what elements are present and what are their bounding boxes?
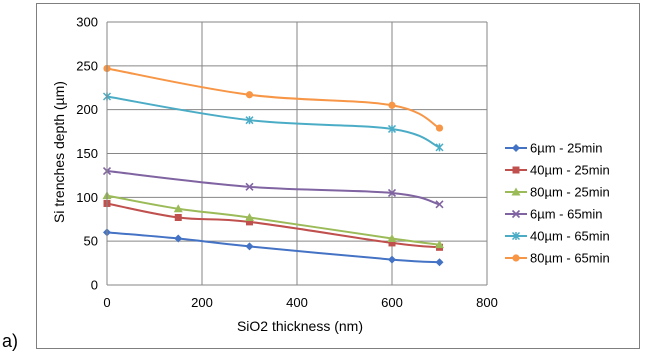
legend: 6µm - 25min 40µm - 25min 80µm - 25min 6µm -… — [505, 141, 610, 266]
legend-entry: 80µm - 25min — [505, 185, 610, 200]
legend-label: 40µm - 65min — [530, 229, 610, 244]
data-point — [245, 242, 254, 251]
series-line — [106, 95, 440, 149]
data-point — [435, 258, 444, 267]
legend-label: 6µm - 25min — [530, 141, 603, 156]
x-tick-label: 800 — [476, 295, 498, 310]
data-point — [245, 116, 254, 125]
legend-entry: 6µm - 65min — [505, 207, 603, 222]
y-tick-label: 250 — [76, 58, 98, 73]
data-point — [245, 212, 254, 221]
series-line — [106, 67, 441, 129]
data-point — [245, 91, 254, 99]
legend-entry: 40µm - 65min — [505, 229, 610, 244]
legend-marker — [511, 187, 521, 196]
y-tick-label: 100 — [76, 190, 98, 205]
series-6 — [103, 64, 444, 132]
data-point — [246, 218, 253, 226]
data-point — [435, 124, 444, 132]
x-axis-label: SiO2 thickness (nm) — [237, 318, 363, 334]
y-tick-label: 50 — [84, 234, 98, 249]
data-point — [174, 234, 183, 243]
legend-marker — [512, 254, 520, 262]
legend-marker — [512, 166, 520, 174]
data-point — [245, 182, 254, 191]
y-tick-label: 150 — [76, 146, 98, 161]
x-tick-label: 600 — [381, 295, 403, 310]
data-point — [174, 213, 182, 221]
legend-entry: 6µm - 25min — [505, 141, 603, 156]
legend-entry: 40µm - 25min — [505, 163, 610, 178]
legend-label: 6µm - 65min — [530, 207, 603, 222]
series-group — [102, 64, 444, 267]
chart-frame — [36, 3, 640, 349]
y-tick-label: 300 — [76, 15, 98, 30]
series-line — [106, 170, 440, 206]
x-tick-label: 0 — [103, 295, 110, 310]
legend-marker — [512, 144, 520, 152]
x-tick-label: 200 — [191, 295, 213, 310]
data-point — [173, 204, 183, 213]
data-point — [388, 101, 396, 109]
data-point — [387, 124, 397, 133]
y-axis-label: Si trenches depth (µm) — [51, 81, 67, 223]
data-point — [387, 234, 397, 243]
data-point — [435, 240, 444, 249]
y-tick-label: 0 — [91, 278, 98, 293]
grid-lines — [107, 21, 488, 285]
legend-label: 80µm - 65min — [530, 251, 610, 266]
legend-entry: 80µm - 65min — [505, 251, 610, 266]
axes: 0 50 100 150 200 250 300 0 200 400 600 800 — [76, 15, 498, 311]
legend-marker — [511, 209, 521, 219]
series-line — [106, 202, 440, 249]
series-line — [106, 231, 440, 264]
panel-label: a) — [2, 331, 19, 351]
data-point — [435, 143, 444, 152]
legend-marker — [511, 231, 521, 241]
series-3 — [102, 191, 444, 249]
legend-label: 80µm - 25min — [530, 185, 610, 200]
series-1 — [103, 228, 444, 267]
x-tick-label: 400 — [286, 295, 308, 310]
data-point — [435, 200, 444, 209]
data-point — [387, 188, 397, 198]
data-point — [388, 239, 396, 247]
data-point — [388, 255, 396, 264]
y-tick-label: 200 — [76, 102, 98, 117]
legend-label: 40µm - 25min — [530, 163, 610, 178]
series-line — [106, 194, 440, 246]
